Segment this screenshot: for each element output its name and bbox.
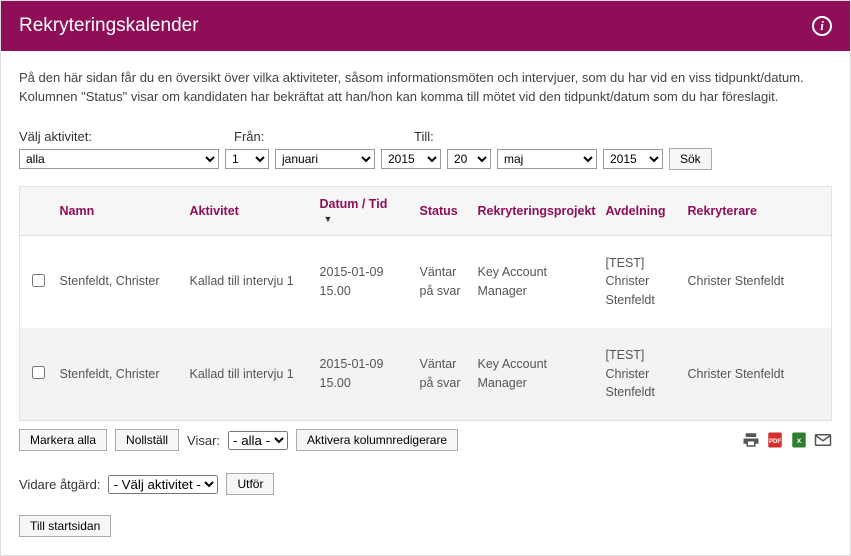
sort-desc-icon: ▼ <box>324 214 333 224</box>
cell-project: Key Account Manager <box>470 328 598 421</box>
select-all-button[interactable]: Markera alla <box>19 429 107 451</box>
to-year-select[interactable]: 2015 <box>603 149 663 169</box>
cell-datetime: 2015-01-09 15.00 <box>312 328 412 421</box>
col-check[interactable] <box>20 186 52 235</box>
table-row: Stenfeldt, ChristerKallad till intervju … <box>20 328 832 421</box>
from-day-select[interactable]: 1 <box>225 149 269 169</box>
cell-activity: Kallad till intervju 1 <box>182 235 312 328</box>
cell-department: [TEST] Christer Stenfeldt <box>598 328 680 421</box>
activity-select[interactable]: alla <box>19 149 219 169</box>
email-icon[interactable] <box>814 431 832 449</box>
to-label: Till: <box>414 129 434 144</box>
activity-label: Välj aktivitet: <box>19 129 234 144</box>
cell-name: Stenfeldt, Christer <box>52 235 182 328</box>
execute-button[interactable]: Utför <box>226 473 274 495</box>
filter-bar: Välj aktivitet: Från: Till: alla 1 janua… <box>19 129 832 170</box>
cell-name: Stenfeldt, Christer <box>52 328 182 421</box>
page-header: Rekryteringskalender i <box>1 1 850 51</box>
col-recruiter[interactable]: Rekryterare <box>680 186 832 235</box>
further-action-select[interactable]: - Välj aktivitet - <box>108 475 218 494</box>
further-action-label: Vidare åtgärd: <box>19 477 100 492</box>
table-row: Stenfeldt, ChristerKallad till intervju … <box>20 235 832 328</box>
cell-activity: Kallad till intervju 1 <box>182 328 312 421</box>
page-title: Rekryteringskalender <box>19 15 199 37</box>
excel-icon[interactable]: X <box>790 431 808 449</box>
to-month-select[interactable]: maj <box>497 149 597 169</box>
row-checkbox[interactable] <box>32 274 45 287</box>
from-year-select[interactable]: 2015 <box>381 149 441 169</box>
home-button[interactable]: Till startsidan <box>19 515 111 537</box>
showing-select[interactable]: - alla - <box>228 431 288 450</box>
cell-department: [TEST] Christer Stenfeldt <box>598 235 680 328</box>
col-name[interactable]: Namn <box>52 186 182 235</box>
results-table: Namn Aktivitet Datum / Tid ▼ Status Rekr… <box>19 186 832 422</box>
col-datetime[interactable]: Datum / Tid ▼ <box>312 186 412 235</box>
col-department[interactable]: Avdelning <box>598 186 680 235</box>
cell-recruiter: Christer Stenfeldt <box>680 328 832 421</box>
cell-recruiter: Christer Stenfeldt <box>680 235 832 328</box>
row-checkbox[interactable] <box>32 366 45 379</box>
cell-datetime: 2015-01-09 15.00 <box>312 235 412 328</box>
cell-status: Väntar på svar <box>412 328 470 421</box>
showing-label: Visar: <box>187 433 220 448</box>
search-button[interactable]: Sök <box>669 148 712 170</box>
to-day-select[interactable]: 20 <box>447 149 491 169</box>
svg-text:PDF: PDF <box>769 439 781 445</box>
reset-button[interactable]: Nollställ <box>115 429 179 451</box>
col-activity[interactable]: Aktivitet <box>182 186 312 235</box>
cell-project: Key Account Manager <box>470 235 598 328</box>
pdf-icon[interactable]: PDF <box>766 431 784 449</box>
info-icon[interactable]: i <box>812 16 832 36</box>
svg-text:X: X <box>797 438 802 445</box>
col-datetime-label: Datum / Tid <box>320 197 388 211</box>
intro-text: På den här sidan får du en översikt över… <box>19 69 832 107</box>
from-label: Från: <box>234 129 414 144</box>
print-icon[interactable] <box>742 431 760 449</box>
cell-status: Väntar på svar <box>412 235 470 328</box>
col-status[interactable]: Status <box>412 186 470 235</box>
from-month-select[interactable]: januari <box>275 149 375 169</box>
column-editor-button[interactable]: Aktivera kolumnredigerare <box>296 429 458 451</box>
col-project[interactable]: Rekryteringsprojekt <box>470 186 598 235</box>
